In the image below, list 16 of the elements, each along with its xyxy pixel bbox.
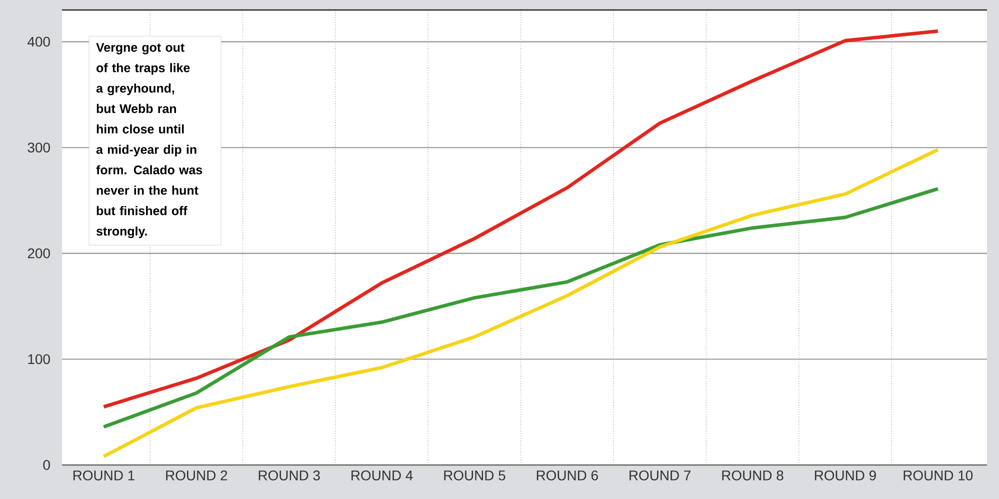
y-tick-label: 300: [28, 142, 50, 152]
x-tick-label: ROUND 8: [722, 470, 784, 480]
text: Vergne got out of the traps like a greyhound, but Webb ran him close until a mid-year dip in form. Calado was never in the hunt but finished off strongly.: [96, 43, 202, 238]
y-tick-label: 100: [28, 354, 50, 364]
x-tick-label: ROUND 9: [814, 470, 876, 480]
y-tick-label: 400: [28, 36, 50, 47]
x-tick-label: ROUND 1: [73, 470, 134, 480]
x-tick-label: ROUND 3: [258, 470, 320, 480]
x-tick-label: ROUND 7: [630, 470, 691, 480]
y-tick-label: 200: [28, 248, 50, 258]
x-tick-label: ROUND 2: [166, 470, 228, 480]
x-tick-label: ROUND 6: [536, 470, 598, 480]
x-tick-label: ROUND 5: [444, 470, 506, 480]
x-tick-label: ROUND 10: [904, 470, 973, 480]
x-tick-label: ROUND 4: [352, 470, 413, 480]
y-tick-label: 0: [43, 460, 50, 470]
